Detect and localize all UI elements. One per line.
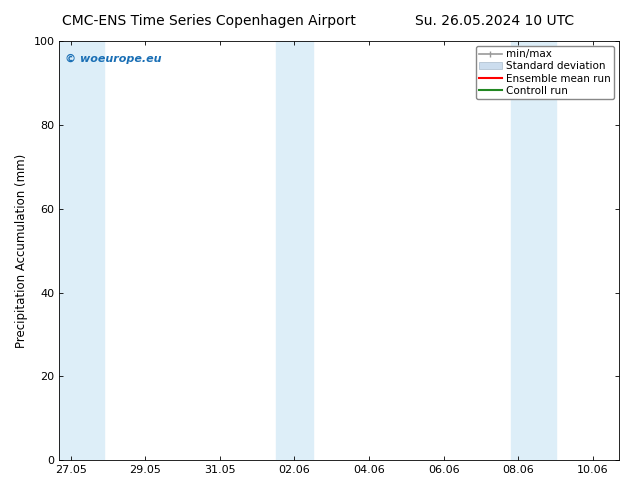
Bar — [511, 41, 555, 460]
Bar — [60, 41, 104, 460]
Text: CMC-ENS Time Series Copenhagen Airport: CMC-ENS Time Series Copenhagen Airport — [62, 14, 356, 28]
Bar — [276, 41, 313, 460]
Text: Su. 26.05.2024 10 UTC: Su. 26.05.2024 10 UTC — [415, 14, 574, 28]
Y-axis label: Precipitation Accumulation (mm): Precipitation Accumulation (mm) — [15, 153, 28, 348]
Legend: min/max, Standard deviation, Ensemble mean run, Controll run: min/max, Standard deviation, Ensemble me… — [476, 46, 614, 99]
Text: © woeurope.eu: © woeurope.eu — [65, 53, 162, 64]
